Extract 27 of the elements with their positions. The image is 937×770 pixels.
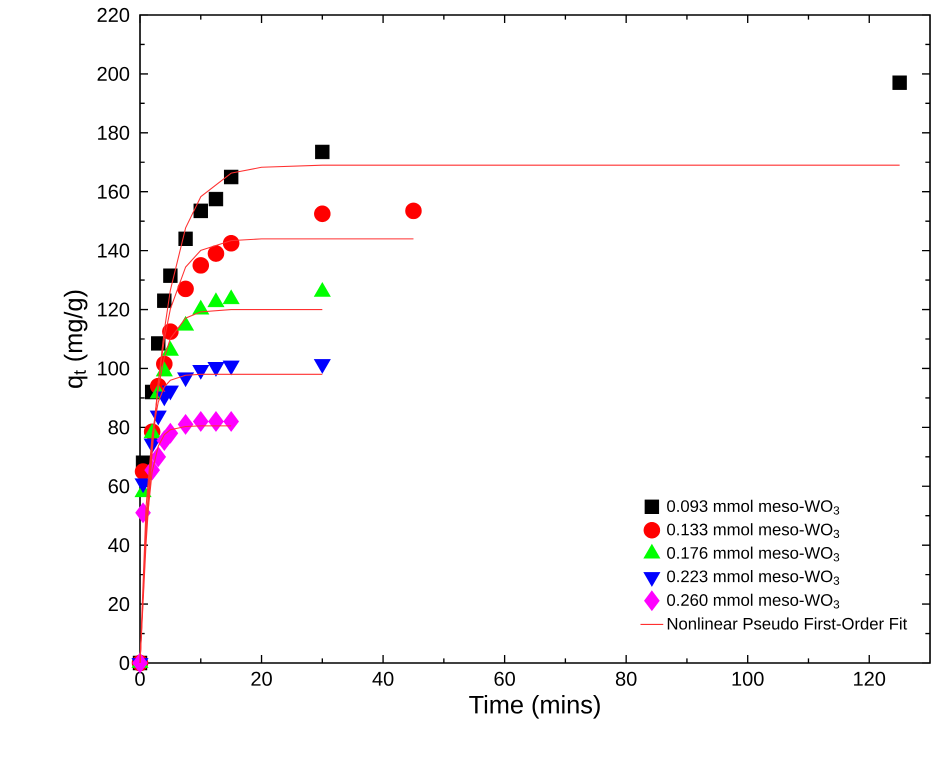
legend-label: 0.133 mmol meso-WO$_{3}$ — [667, 523, 840, 538]
legend-label: 0.260 mmol meso-WO$_{3}$ — [667, 594, 840, 609]
y-tick-label: 20 — [108, 597, 130, 612]
legend-label: 0.093 mmol meso-WO$_{3}$ — [667, 500, 840, 515]
x-tick-label: 0 — [135, 672, 145, 686]
legend-label: 0.176 mmol meso-WO$_{3}$ — [667, 546, 840, 562]
x-axis-title: Time (mins) — [469, 695, 600, 719]
y-tick-label: 100 — [98, 361, 130, 376]
y-tick-label: 220 — [98, 8, 130, 22]
y-tick-label: 60 — [108, 479, 130, 494]
y-tick-label: 40 — [108, 538, 130, 552]
x-tick-label: 60 — [494, 672, 515, 686]
legend-label: Nonlinear Pseudo First-Order Fit — [668, 617, 908, 630]
x-tick-label: 40 — [372, 672, 394, 686]
legend-label: 0.223 mmol meso-WO$_{3}$ — [667, 570, 840, 585]
y-tick-label: 180 — [98, 126, 130, 140]
x-tick-label: 100 — [732, 672, 764, 686]
x-tick-label: 120 — [854, 672, 886, 686]
x-tick-label: 80 — [616, 672, 636, 686]
y-tick-label: 0 — [120, 656, 130, 670]
y-tick-label: 140 — [98, 244, 130, 258]
x-tick-label: 20 — [251, 672, 272, 686]
y-tick-label: 80 — [108, 420, 130, 434]
y-axis-title: q$_{t}$ (mg/g) — [64, 290, 88, 388]
y-tick-label: 200 — [98, 66, 130, 81]
y-tick-label: 160 — [98, 184, 130, 199]
y-tick-label: 120 — [98, 302, 130, 317]
